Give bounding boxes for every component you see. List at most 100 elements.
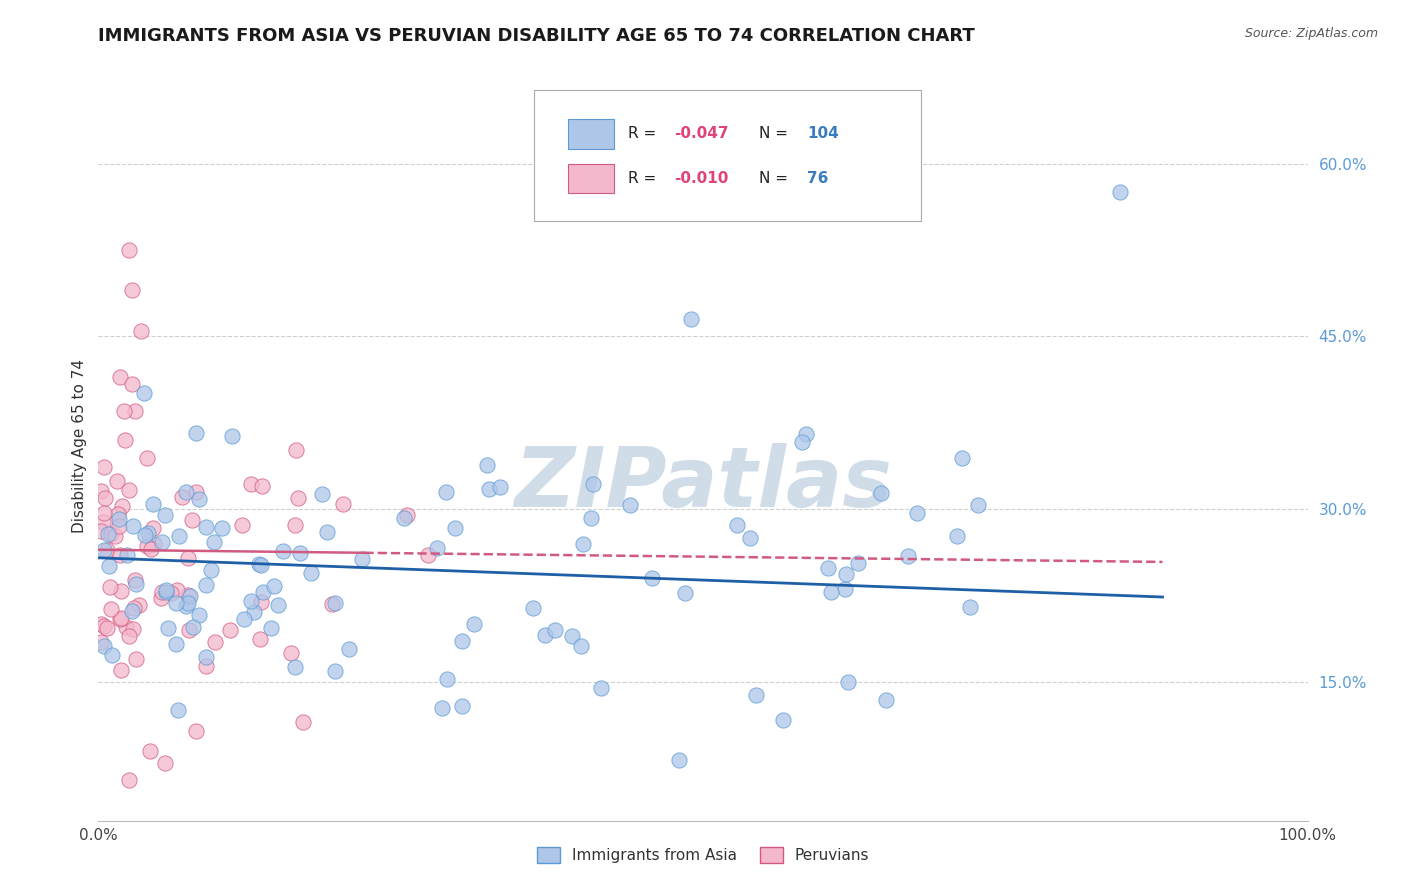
Point <box>478 482 501 496</box>
Point <box>673 585 696 599</box>
Point <box>834 582 856 597</box>
Point <box>186 724 208 739</box>
Point <box>834 566 856 581</box>
Point <box>619 498 641 512</box>
Text: Source: ZipAtlas.com: Source: ZipAtlas.com <box>1244 27 1378 40</box>
Point <box>176 596 198 610</box>
Text: 76: 76 <box>807 171 828 186</box>
Point <box>950 450 973 465</box>
Point <box>569 639 592 653</box>
Point <box>959 600 981 615</box>
Point <box>194 520 217 534</box>
Point <box>738 531 761 545</box>
Point <box>93 460 115 475</box>
Point <box>128 598 150 612</box>
Point <box>135 450 157 465</box>
Point <box>186 485 208 500</box>
Point <box>101 648 124 662</box>
Point <box>323 596 346 610</box>
Point <box>240 477 263 491</box>
Point <box>188 607 211 622</box>
Point <box>231 518 253 533</box>
Point <box>250 558 273 572</box>
Point <box>946 529 969 543</box>
Point <box>153 756 176 770</box>
Point <box>96 543 118 558</box>
Point <box>115 620 138 634</box>
Point <box>160 585 183 599</box>
Point <box>1109 186 1132 200</box>
Point <box>463 617 485 632</box>
Point <box>679 312 702 326</box>
Point <box>93 506 115 520</box>
Point <box>122 518 145 533</box>
Point <box>129 324 152 338</box>
Point <box>90 483 112 498</box>
Point <box>869 486 891 500</box>
Point <box>93 491 115 506</box>
Point <box>93 639 115 653</box>
Point <box>93 619 115 633</box>
Point <box>155 583 177 598</box>
Point <box>534 628 557 642</box>
Point <box>110 663 132 677</box>
Point <box>522 601 544 615</box>
Point <box>121 604 143 618</box>
Point <box>966 498 988 512</box>
Point <box>426 541 449 556</box>
Point <box>263 579 285 593</box>
Point <box>332 496 354 510</box>
Point <box>174 484 197 499</box>
Point <box>90 634 112 648</box>
Point <box>243 605 266 619</box>
Point <box>292 715 315 730</box>
Point <box>125 652 148 666</box>
Text: 104: 104 <box>807 126 839 141</box>
Point <box>280 646 302 660</box>
Point <box>91 515 114 529</box>
Point <box>560 629 582 643</box>
Point <box>271 544 294 558</box>
Point <box>167 703 190 717</box>
Legend: Immigrants from Asia, Peruvians: Immigrants from Asia, Peruvians <box>530 841 876 869</box>
Point <box>167 528 190 542</box>
Point <box>846 556 869 570</box>
Point <box>155 585 177 599</box>
Point <box>451 634 474 648</box>
Point <box>96 621 118 635</box>
Point <box>98 558 121 573</box>
Point <box>794 427 817 442</box>
Point <box>200 563 222 577</box>
Point <box>233 612 256 626</box>
Point <box>837 675 859 690</box>
Point <box>97 526 120 541</box>
Point <box>93 542 115 557</box>
FancyBboxPatch shape <box>534 90 921 221</box>
Y-axis label: Disability Age 65 to 74: Disability Age 65 to 74 <box>72 359 87 533</box>
Point <box>141 541 163 556</box>
Point <box>153 508 176 523</box>
Point <box>430 701 453 715</box>
Point <box>90 616 112 631</box>
Point <box>107 519 129 533</box>
Point <box>165 596 187 610</box>
Text: N =: N = <box>759 171 793 186</box>
Point <box>323 664 346 678</box>
Point <box>311 487 333 501</box>
Point <box>544 624 567 638</box>
Point <box>418 548 440 562</box>
Point <box>111 500 134 514</box>
Point <box>125 577 148 591</box>
Point <box>179 589 201 603</box>
Point <box>181 620 204 634</box>
Point <box>177 551 200 566</box>
Point <box>260 621 283 635</box>
Point <box>352 552 374 566</box>
Point <box>436 485 458 500</box>
Point <box>284 517 307 532</box>
Point <box>820 585 842 599</box>
Text: ZIPatlas: ZIPatlas <box>515 443 891 524</box>
Point <box>725 517 748 532</box>
Point <box>668 753 690 767</box>
Point <box>591 681 613 695</box>
